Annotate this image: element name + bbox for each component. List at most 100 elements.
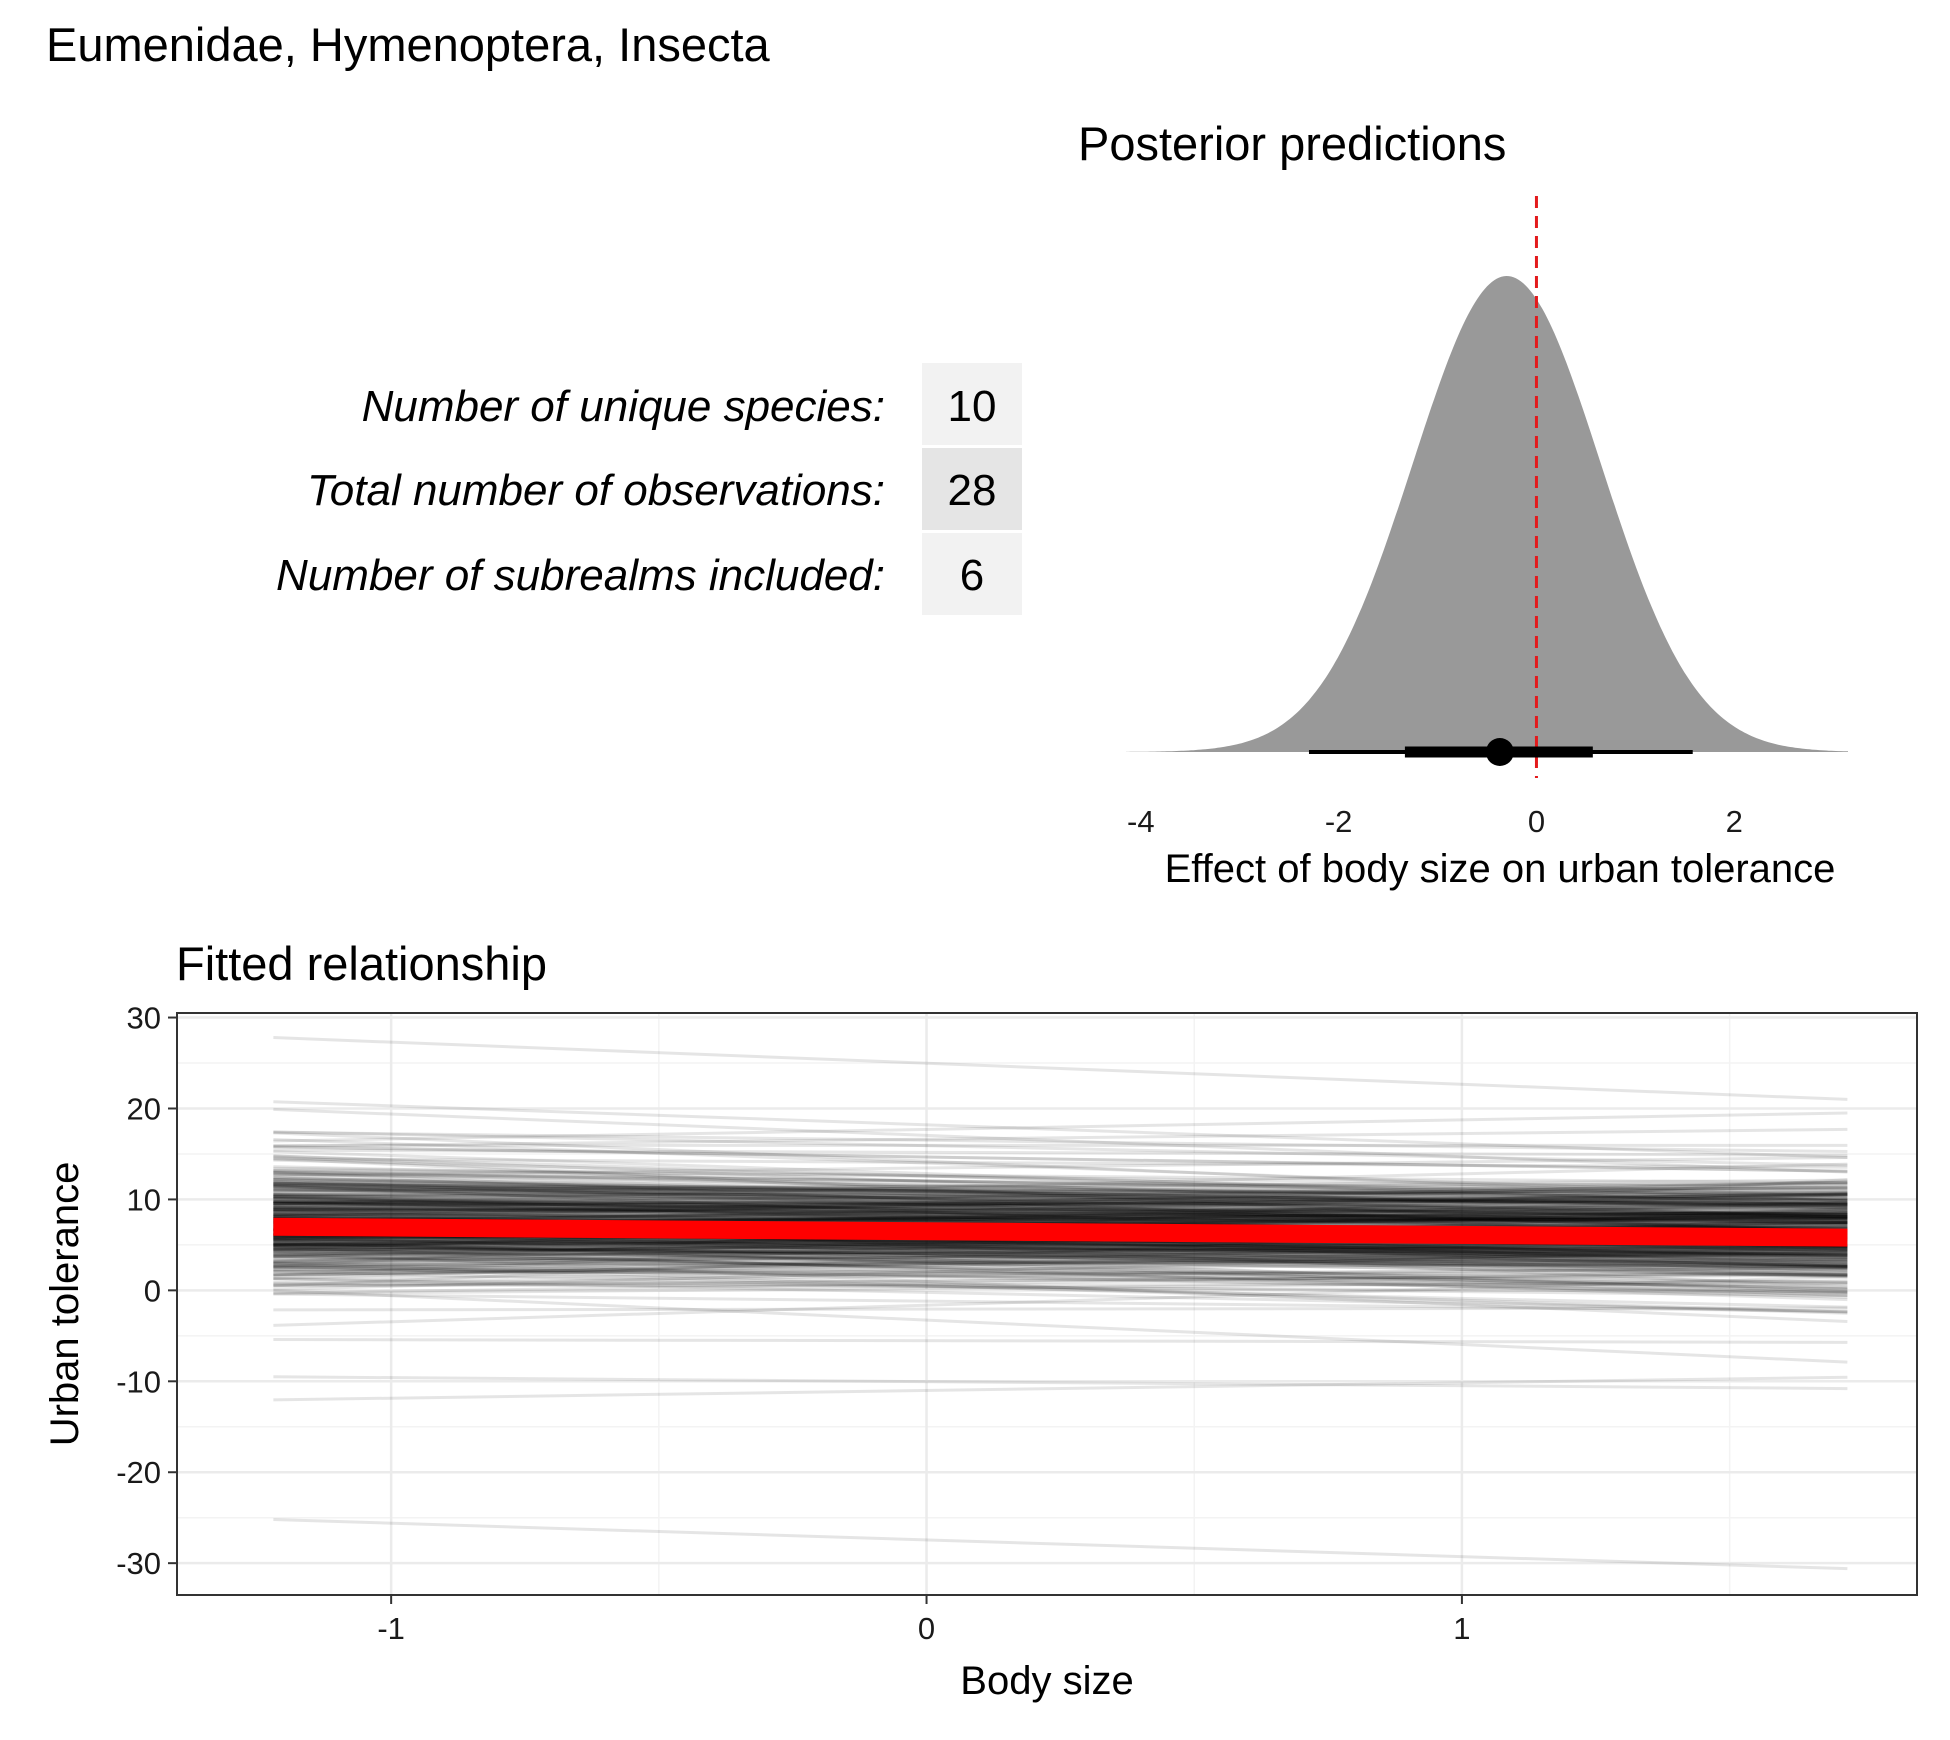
posterior-draw-line — [273, 1172, 1848, 1192]
fitted-y-tick-label: 30 — [127, 1001, 161, 1036]
posterior-draw-line — [273, 1198, 1848, 1205]
posterior-draw-line — [273, 1181, 1848, 1223]
posterior-draw-line — [273, 1238, 1848, 1259]
posterior-draw-line — [273, 1196, 1848, 1217]
posterior-draw-line — [273, 1170, 1848, 1208]
posterior-draw-line — [273, 1188, 1848, 1221]
posterior-draw-line — [273, 1257, 1848, 1269]
posterior-draw-line — [273, 1306, 1848, 1312]
posterior-draw-line — [273, 1145, 1848, 1173]
posterior-draw-line — [273, 1246, 1848, 1268]
posterior-draw-line — [273, 1204, 1848, 1225]
posterior-draw-line — [273, 1194, 1848, 1219]
posterior-draw-line — [273, 1155, 1848, 1234]
posterior-draw-line — [273, 1281, 1848, 1294]
posterior-draw-line — [273, 1375, 1848, 1402]
posterior-draw-line — [273, 1246, 1848, 1252]
posterior-draw-line — [273, 1247, 1848, 1251]
posterior-draw-line — [273, 1232, 1848, 1258]
fitted-title: Fitted relationship — [176, 937, 547, 990]
posterior-draw-line — [273, 1206, 1848, 1219]
posterior-draw-line — [273, 1279, 1848, 1296]
posterior-draw-line — [273, 1166, 1848, 1190]
posterior-draw-line — [273, 1248, 1848, 1272]
posterior-draw-line — [273, 1273, 1848, 1287]
posterior-draw-line — [273, 1196, 1848, 1226]
posterior-draw-line — [273, 1242, 1848, 1249]
posterior-draw-line — [273, 1251, 1848, 1272]
posterior-draw-line — [273, 1288, 1848, 1364]
posterior-draw-line — [273, 1240, 1848, 1291]
posterior-draw-line — [273, 1265, 1848, 1294]
posterior-x-label: Effect of body size on urban tolerance — [1165, 847, 1836, 891]
stats-table: Number of unique species: Total number o… — [276, 363, 1022, 615]
posterior-draw-line — [273, 1243, 1848, 1252]
fitted-gridlines — [177, 1013, 1917, 1595]
posterior-draw-line — [273, 1232, 1848, 1277]
fitted-y-tick-label: 20 — [127, 1091, 161, 1126]
posterior-draw-line — [273, 1181, 1848, 1206]
posterior-draw-line — [273, 1232, 1848, 1262]
fitted-x-label: Body size — [960, 1659, 1133, 1703]
posterior-draw-line — [273, 1202, 1848, 1217]
posterior-x-tick-label: 2 — [1726, 804, 1743, 839]
posterior-draw-line — [273, 1260, 1848, 1277]
posterior-draw-line — [273, 1338, 1848, 1344]
posterior-draw-line — [273, 1180, 1848, 1217]
posterior-draw-line — [273, 1201, 1848, 1217]
posterior-draw-line — [273, 1185, 1848, 1234]
posterior-draw-line — [273, 1193, 1848, 1212]
posterior-x-tick-label: 0 — [1528, 804, 1545, 839]
posterior-draw-line — [273, 1184, 1848, 1216]
posterior-draw-line — [273, 1130, 1848, 1167]
posterior-draw-line — [273, 1183, 1848, 1218]
posterior-draw-line — [273, 1154, 1848, 1220]
posterior-draw-line — [273, 1250, 1848, 1277]
fitted-y-ticks: 30 20 10 0 -10 -20 -30 — [116, 1001, 177, 1581]
posterior-draw-line — [273, 1250, 1848, 1264]
posterior-draw-line — [273, 1190, 1848, 1218]
posterior-draw-line — [273, 1246, 1848, 1299]
posterior-draw-line — [273, 1250, 1848, 1291]
posterior-draw-line — [273, 1247, 1848, 1278]
posterior-draw-line — [273, 1195, 1848, 1230]
posterior-draw-line — [273, 1196, 1848, 1234]
posterior-draw-line — [273, 1248, 1848, 1270]
fitted-y-tick-label: 10 — [127, 1182, 161, 1217]
posterior-draw-line — [273, 1171, 1848, 1219]
posterior-draw-line — [273, 1201, 1848, 1222]
posterior-draw-line — [273, 1145, 1848, 1173]
posterior-draw-line — [273, 1127, 1848, 1148]
posterior-draw-line — [273, 1199, 1848, 1219]
posterior-draw-line — [273, 1154, 1848, 1206]
posterior-draw-line — [273, 1199, 1848, 1206]
posterior-draw-line — [273, 1205, 1848, 1222]
posterior-draw-line — [273, 1237, 1848, 1267]
posterior-draw-line — [273, 1212, 1848, 1222]
posterior-draw-line — [273, 1191, 1848, 1209]
posterior-x-ticks: -4 -2 0 2 — [1127, 804, 1743, 839]
posterior-draw-line — [273, 1212, 1848, 1224]
posterior-draw-line — [273, 1261, 1848, 1296]
figure-title: Eumenidae, Hymenoptera, Insecta — [46, 18, 771, 71]
posterior-draw-line — [273, 1192, 1848, 1206]
posterior-draw-line — [273, 1375, 1848, 1391]
posterior-title: Posterior predictions — [1078, 117, 1506, 170]
posterior-draw-line — [273, 1188, 1848, 1206]
posterior-draw-line — [273, 1183, 1848, 1207]
posterior-draw-line — [273, 1180, 1848, 1201]
posterior-draw-line — [273, 1179, 1848, 1209]
posterior-draw-line — [273, 1182, 1848, 1222]
posterior-draw-line — [273, 1262, 1848, 1314]
posterior-draw-line — [273, 1255, 1848, 1268]
posterior-draw-line — [273, 1178, 1848, 1268]
posterior-draw-line — [273, 1272, 1848, 1288]
posterior-draw-line — [273, 1181, 1848, 1218]
posterior-draw-line — [273, 1111, 1848, 1143]
posterior-draw-line — [273, 1270, 1848, 1277]
posterior-draw-line — [273, 1238, 1848, 1267]
posterior-draw-line — [273, 1240, 1848, 1249]
posterior-draw-line — [273, 1191, 1848, 1225]
posterior-draw-line — [273, 1234, 1848, 1294]
fitted-plot-background — [177, 1013, 1917, 1595]
